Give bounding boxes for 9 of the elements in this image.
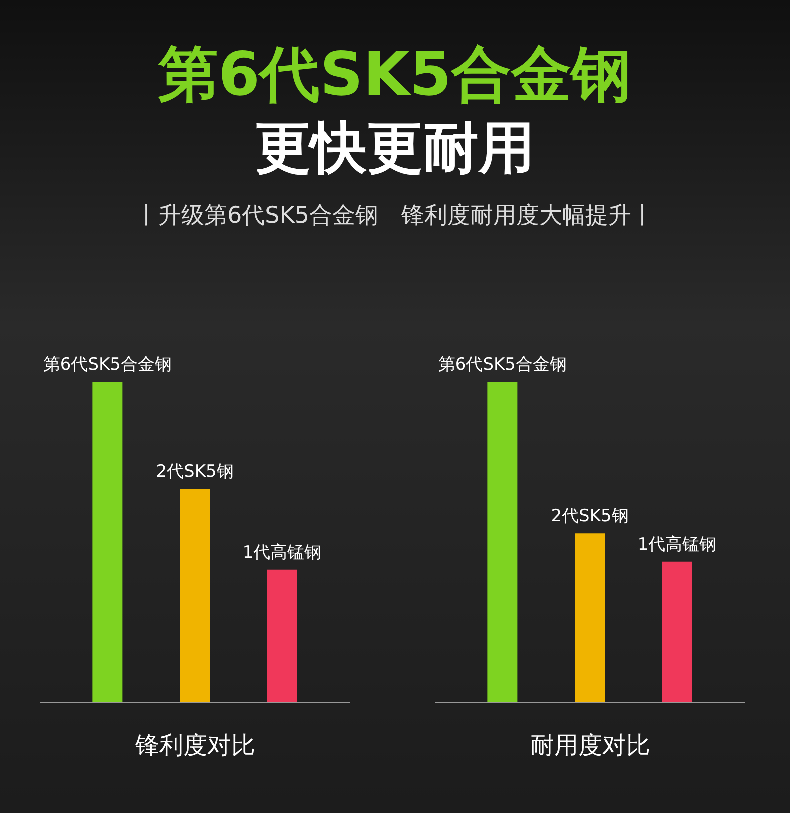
text: 丨升级第6代SK5合金钢 锋利度耐用度大幅提升丨 xyxy=(134,202,656,231)
x-tick-label: 2代SK5钢 xyxy=(156,462,234,482)
x-tick-label: 2代SK5钢 xyxy=(551,506,629,527)
x-axis-title: 锋利度对比 xyxy=(134,732,256,760)
x-axis-title: 耐用度对比 xyxy=(530,732,650,760)
x-tick-label: 1代高锰钢 xyxy=(242,542,322,563)
x-tick-label: 1代高锰钢 xyxy=(638,534,717,555)
chart-subtitle: 更快更耐用 xyxy=(254,115,536,183)
chart-title: 第6代SK5合金钢 xyxy=(157,39,633,112)
